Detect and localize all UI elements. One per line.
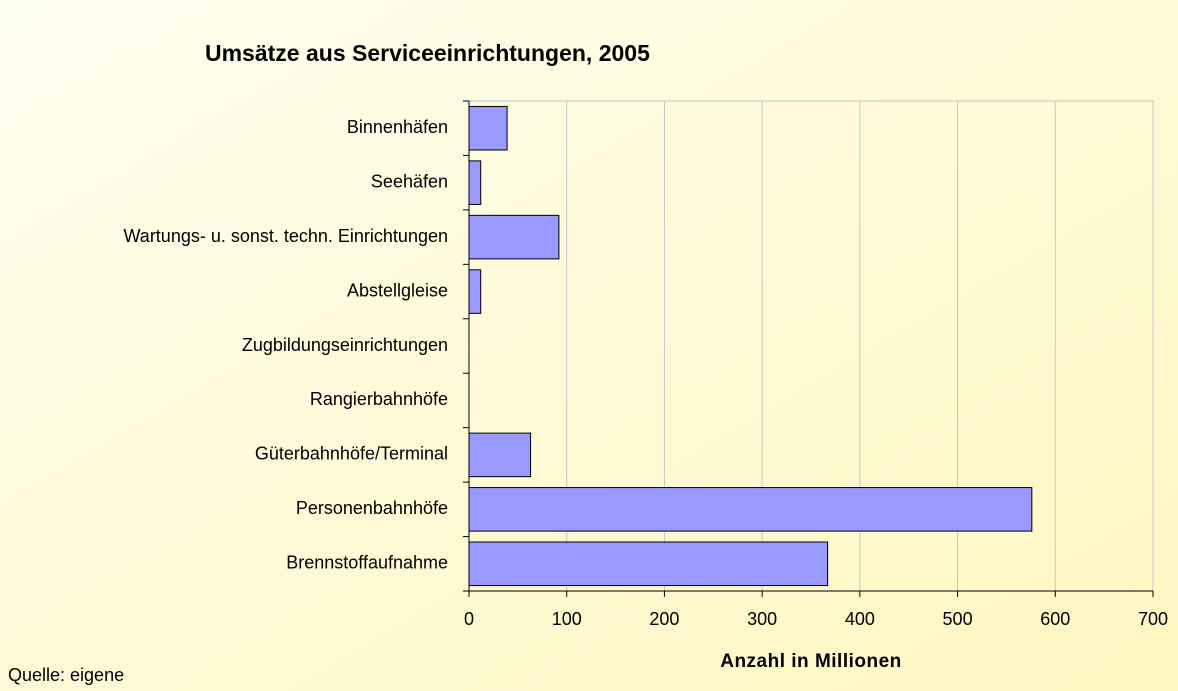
y-tick-label: Personenbahnhöfe xyxy=(296,498,448,518)
x-axis-label: Anzahl in Millionen xyxy=(720,651,902,672)
y-tick-label: Güterbahnhöfe/Terminal xyxy=(255,444,448,464)
y-tick-label: Abstellgleise xyxy=(347,280,448,300)
chart-title: Umsätze aus Serviceeinrichtungen, 2005 xyxy=(205,40,650,66)
bar xyxy=(468,541,829,587)
source: Quelle: eigene xyxy=(8,665,124,685)
x-tick-label: 500 xyxy=(943,609,973,629)
y-tick-label: Wartungs- u. sonst. techn. Einrichtungen xyxy=(123,226,448,246)
x-tick-label: 100 xyxy=(552,609,582,629)
y-tick-label: Brennstoffaufnahme xyxy=(286,553,448,573)
bar xyxy=(468,487,1033,532)
bar xyxy=(468,160,482,205)
bar xyxy=(468,269,482,314)
x-tick-label: 400 xyxy=(845,609,875,629)
y-tick-label: Rangierbahnhöfe xyxy=(310,389,448,409)
y-tick-label: Zugbildungseinrichtungen xyxy=(242,335,448,355)
x-tick-label: 200 xyxy=(649,609,679,629)
x-tick-label: 700 xyxy=(1138,609,1168,629)
y-tick-label: Binnenhäfen xyxy=(347,117,448,137)
x-tick-label: 300 xyxy=(747,609,777,629)
bar xyxy=(468,432,532,478)
x-tick-label: 0 xyxy=(464,609,474,629)
y-tick-label: Seehäfen xyxy=(371,171,448,191)
bar xyxy=(468,214,560,260)
x-tick-label: 600 xyxy=(1040,609,1070,629)
bar xyxy=(468,105,508,151)
